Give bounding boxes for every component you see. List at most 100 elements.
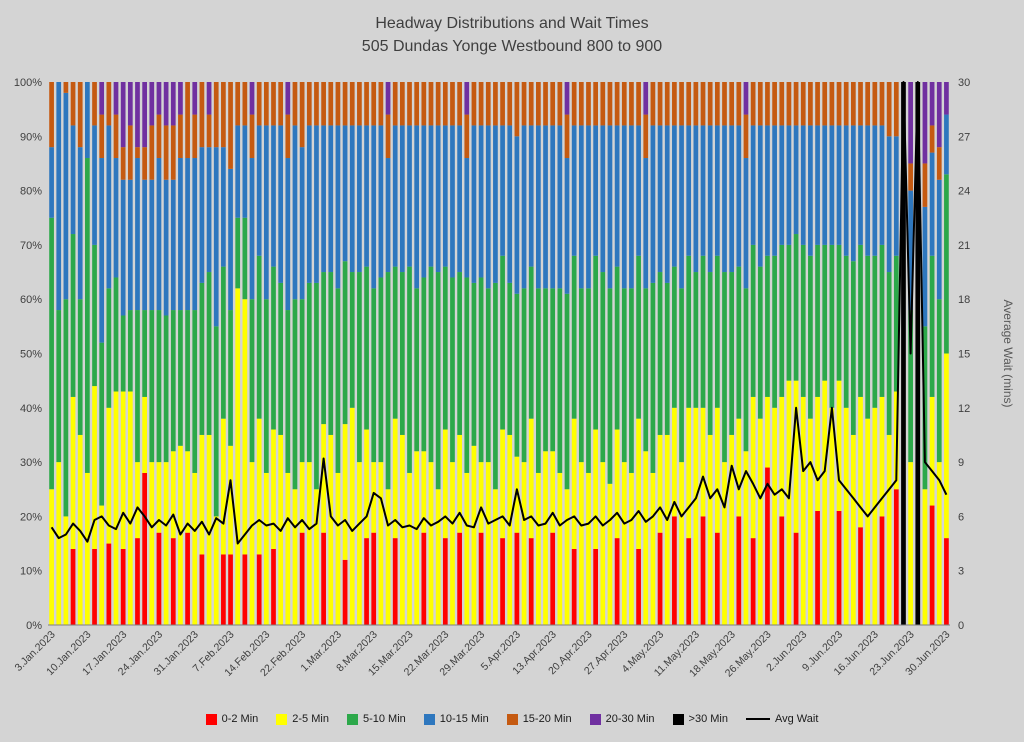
bar-segment-2-5-min — [435, 489, 441, 625]
y-left-tick-label: 10% — [20, 566, 42, 578]
bar-segment-10-15-min — [371, 125, 377, 289]
y-right-tick-label: 3 — [958, 566, 964, 578]
bar-segment-0-2-min — [550, 532, 556, 625]
bar-segment-2-5-min — [464, 472, 470, 625]
bar-segment-10-15-min — [858, 125, 863, 245]
bar-segment-15-20-min — [808, 82, 813, 126]
bar-segment-10-15-min — [936, 179, 942, 300]
legend-item: 10-15 Min — [423, 713, 489, 725]
y-right-tick-label: 0 — [958, 620, 964, 632]
y-left-tick-label: 30% — [20, 457, 42, 469]
bar-segment-5-10-min — [349, 272, 355, 408]
bar-segment-5-10-min — [693, 272, 699, 408]
bar-segment-15-20-min — [414, 82, 420, 126]
bar-segment-15-20-min — [765, 82, 770, 126]
bar-segment-10-15-min — [328, 125, 334, 273]
bar-segment-5-10-min — [521, 288, 527, 463]
legend-label: 15-20 Min — [522, 713, 572, 725]
bar-segment-2-5-min — [92, 386, 97, 549]
bar-segment-15-20-min — [750, 82, 756, 126]
bar-segment-10-15-min — [249, 158, 255, 300]
bar-segment-15-20-min — [879, 82, 885, 126]
bar-segment-5-10-min — [729, 272, 735, 435]
bar-segment-5-10-min — [392, 266, 398, 419]
bar-segment-15-20-min — [285, 114, 291, 159]
bar-segment-0-2-min — [135, 538, 140, 625]
bar-segment-10-15-min — [550, 125, 556, 289]
bar-segment-2-5-min — [664, 434, 670, 625]
bar-segment-10-15-min — [586, 125, 591, 289]
bar-segment-15-20-min — [342, 82, 348, 126]
bar-segment-15-20-min — [507, 82, 513, 126]
bar-segment-10-15-min — [178, 158, 183, 311]
bar-segment-10-15-min — [106, 125, 112, 289]
bar-segment-10-15-min — [163, 179, 169, 316]
bar-segment-15-20-min — [707, 82, 713, 126]
bar-segment-2-5-min — [135, 462, 140, 539]
bar-segment-2-5-min — [843, 407, 849, 625]
bar-segment-5-10-min — [249, 299, 255, 463]
bar-segment-0-2-min — [299, 532, 305, 625]
bar-segment-0-2-min — [657, 532, 663, 625]
bar-segment-2-5-min — [636, 418, 641, 549]
bar-segment-10-15-min — [872, 125, 878, 256]
bar-segment-5-10-min — [550, 288, 556, 452]
bar-segment-2-5-min — [729, 434, 735, 625]
bar-segment-15-20-min — [793, 82, 799, 126]
y-left-tick-label: 90% — [20, 131, 42, 143]
bar-segment-10-15-min — [464, 158, 470, 278]
bar-segment-5-10-min — [543, 288, 548, 452]
bar-segment-15-20-min — [349, 82, 355, 126]
y-left-tick-label: 50% — [20, 349, 42, 361]
bar-segment-20-30-min — [922, 82, 928, 164]
bar-segment-10-15-min — [77, 147, 83, 300]
bar-segment-2-5-min — [170, 451, 176, 539]
bar-segment-10-15-min — [908, 190, 913, 311]
bar-segment-15-20-min — [571, 82, 577, 126]
y-left-tick-label: 60% — [20, 294, 42, 306]
bar-segment-10-15-min — [528, 125, 534, 267]
bar-segment-0-2-min — [879, 516, 885, 625]
bar-segment-10-15-min — [800, 125, 806, 245]
bars — [49, 82, 949, 625]
bar-segment-10-15-min — [772, 125, 777, 256]
bar-segment-0-2-min — [242, 554, 248, 625]
bar-segment-0-2-min — [858, 527, 863, 625]
bar-segment-2-5-min — [936, 462, 942, 625]
bar-segment-10-15-min — [70, 125, 76, 235]
bar-segment-gt-30-min — [915, 82, 921, 625]
bar-segment-0-2-min — [672, 516, 677, 625]
bar-segment-5-10-min — [621, 288, 627, 463]
bar-segment-0-2-min — [815, 510, 820, 625]
bar-segment-2-5-min — [908, 462, 913, 625]
bar-segment-2-5-min — [485, 462, 491, 625]
bar-segment-2-5-min — [85, 472, 90, 625]
bar-segment-15-20-min — [228, 82, 233, 169]
bar-segment-0-2-min — [836, 510, 842, 625]
bar-segment-5-10-min — [49, 217, 54, 490]
bar-segment-5-10-min — [793, 234, 799, 381]
bar-segment-5-10-min — [99, 342, 105, 506]
bar-segment-5-10-min — [664, 282, 670, 435]
bar-segment-10-15-min — [578, 125, 584, 289]
bar-segment-5-10-min — [586, 288, 591, 473]
bar-segment-20-30-min — [192, 82, 198, 115]
bar-segment-0-2-min — [614, 538, 620, 625]
bar-segment-2-5-min — [779, 396, 785, 517]
bar-segment-2-5-min — [757, 418, 763, 625]
bar-segment-10-15-min — [922, 206, 928, 327]
bar-segment-5-10-min — [228, 310, 233, 446]
bar-segment-2-5-min — [786, 380, 792, 625]
bar-segment-5-10-min — [113, 277, 119, 392]
bar-segment-5-10-min — [536, 288, 541, 473]
bar-segment-5-10-min — [650, 282, 656, 473]
bar-segment-10-15-min — [471, 125, 477, 283]
bar-segment-10-15-min — [707, 125, 713, 273]
bar-segment-2-5-min — [299, 462, 305, 533]
bar-segment-2-5-min — [550, 451, 556, 533]
bar-segment-5-10-min — [593, 255, 598, 430]
bar-segment-10-15-min — [92, 125, 97, 245]
bar-segment-10-15-min — [357, 125, 362, 273]
bar-segment-2-5-min — [614, 429, 620, 539]
legend-label: 2-5 Min — [292, 713, 329, 725]
